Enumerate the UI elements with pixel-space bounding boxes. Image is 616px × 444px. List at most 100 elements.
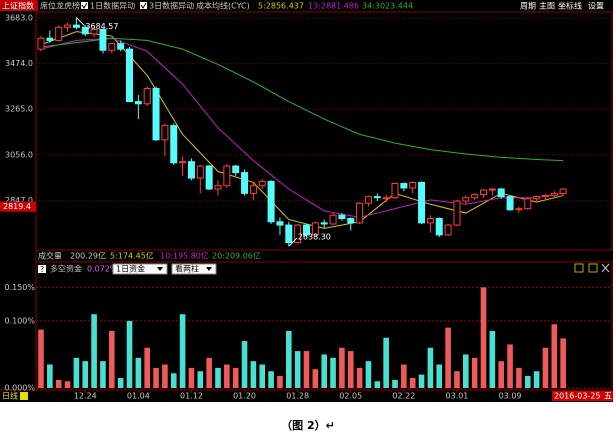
flow-bar xyxy=(286,330,292,388)
select[interactable] xyxy=(171,263,217,275)
flow-bar xyxy=(277,375,283,388)
flow-bar xyxy=(409,377,416,388)
cursor-weekday: 五 xyxy=(604,392,612,401)
candle-body xyxy=(320,222,328,225)
x-tick-label: 03.09 xyxy=(499,392,522,401)
period[interactable]: 日线 xyxy=(2,391,18,401)
checkbox-label[interactable]: 3日数据异动 xyxy=(149,1,194,11)
x-tick-label: 02.22 xyxy=(392,392,415,401)
indicator-name: 成本均线(CYC) xyxy=(196,1,250,11)
y-tick-label: 3683.0 xyxy=(5,13,33,22)
y-tick-label: 3474.0 xyxy=(5,59,33,68)
panel-button[interactable] xyxy=(588,263,598,273)
candle-body xyxy=(72,24,80,28)
flow-bar xyxy=(224,364,230,388)
check-mark xyxy=(81,2,88,9)
flow-bar xyxy=(524,375,531,388)
last-price-label: 2819.4 xyxy=(3,202,31,211)
candle-body xyxy=(550,192,558,197)
candle-body xyxy=(276,221,284,226)
candle-body xyxy=(329,214,337,225)
select-value[interactable]: 1日资金 xyxy=(116,264,145,274)
candle-body xyxy=(90,28,98,35)
candle-body xyxy=(108,43,116,51)
flow-bar xyxy=(82,361,89,388)
candle-body xyxy=(524,198,532,210)
y-tick-label: 3056.0 xyxy=(5,150,33,159)
candle-body xyxy=(205,165,213,190)
flow-bar xyxy=(471,357,478,388)
flow-bar xyxy=(144,347,150,388)
indicator-name: 多空资金 xyxy=(50,264,82,274)
ma-line xyxy=(40,37,564,162)
index-name[interactable]: 上证指数 xyxy=(2,1,34,11)
x-tick-label: 01.12 xyxy=(180,392,203,401)
candle-body xyxy=(223,165,231,187)
flow-bar xyxy=(374,381,381,388)
flow-bar xyxy=(47,364,53,388)
candle-body xyxy=(471,193,479,199)
candle-body xyxy=(179,161,187,164)
flow-bar xyxy=(463,354,469,388)
checkbox[interactable] xyxy=(81,2,88,9)
flow-bar xyxy=(135,357,142,388)
main-panel-frame xyxy=(35,11,613,251)
candle-body xyxy=(444,224,452,236)
candle-body xyxy=(338,214,346,220)
candle-body xyxy=(364,196,372,204)
seats-button[interactable]: 席位龙虎榜 xyxy=(40,1,80,11)
menu-item[interactable]: 坐标线 xyxy=(558,1,582,11)
flow-bar xyxy=(206,357,212,388)
flow-bar xyxy=(533,371,540,388)
flow-bar xyxy=(480,287,487,388)
flow-bar xyxy=(303,351,310,388)
flow-bar xyxy=(454,371,460,388)
candle-body xyxy=(258,180,266,187)
checkbox-label[interactable]: 1日数据异动 xyxy=(90,1,135,11)
menu-item[interactable]: 设置 xyxy=(588,1,604,11)
y-tick-label: 2847.0 xyxy=(5,196,33,205)
flow-bar xyxy=(392,379,398,388)
candle-body xyxy=(55,26,63,41)
flow-bar xyxy=(330,357,336,388)
candle-body xyxy=(196,165,204,179)
flow-bar xyxy=(294,351,301,388)
volume-ma: 20:209.06亿 xyxy=(212,251,261,261)
x-tick-label: 01.04 xyxy=(127,392,150,401)
extreme-label: 3684.57 xyxy=(85,22,118,31)
candle-body xyxy=(232,165,240,174)
flow-bar xyxy=(179,314,186,388)
candle-body xyxy=(117,43,125,50)
candle-body xyxy=(382,197,390,200)
flow-bar xyxy=(321,354,327,388)
candle-body xyxy=(170,125,178,164)
flow-bar xyxy=(542,347,549,388)
index-tab[interactable] xyxy=(0,0,38,11)
candle-body xyxy=(453,200,461,226)
select[interactable] xyxy=(112,263,168,275)
candle-body xyxy=(214,185,222,190)
extreme-arrow xyxy=(288,237,298,247)
caption: （图 2）↵ xyxy=(281,419,335,432)
last-price-box xyxy=(0,201,36,212)
dropdown-arrow xyxy=(157,267,163,271)
candle-body xyxy=(311,222,319,236)
select-value[interactable]: 看两柱 xyxy=(175,264,199,274)
flow-bar xyxy=(259,364,266,388)
candle-body xyxy=(533,196,541,200)
flow-bar xyxy=(197,371,204,388)
help-icon[interactable] xyxy=(38,265,46,273)
y-tick-label: 0.150% xyxy=(4,283,35,292)
checkbox[interactable] xyxy=(140,2,147,9)
menu-item[interactable]: 主图 xyxy=(539,1,555,11)
menu-item[interactable]: 周期 xyxy=(520,2,536,11)
panel-button[interactable] xyxy=(574,263,584,273)
flow-bar xyxy=(232,367,239,388)
close-button[interactable] xyxy=(601,263,610,273)
extreme-label: 2638.30 xyxy=(298,233,331,242)
flow-bar xyxy=(418,374,425,388)
help-icon-text: ? xyxy=(40,265,44,274)
candle-body xyxy=(426,218,434,224)
volume-ma: 5:174.45亿 xyxy=(110,251,154,261)
